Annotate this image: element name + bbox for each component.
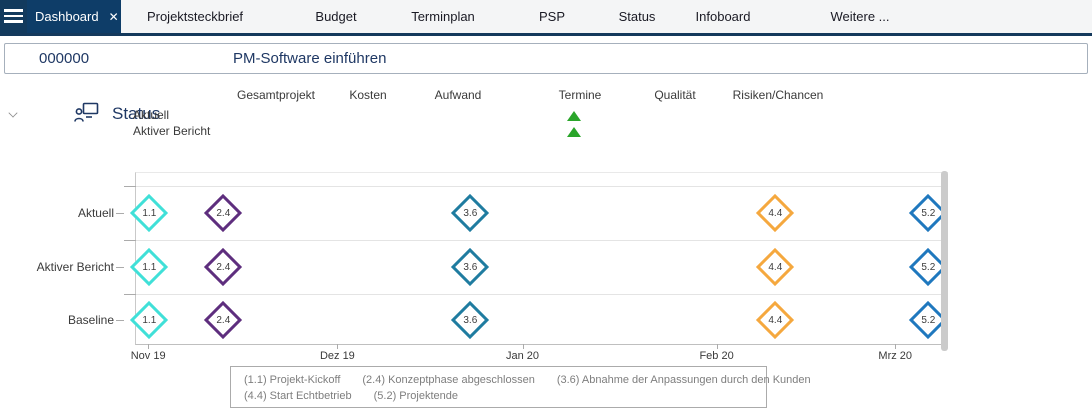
column-header-qualitaet: Qualität: [654, 88, 696, 102]
column-header-termine: Termine: [558, 88, 602, 102]
axis-tick: [124, 294, 136, 295]
tab-dashboard-label: Dashboard: [35, 9, 99, 24]
tab-weitere[interactable]: Weitere ...: [830, 9, 890, 24]
milestone-id: 2.4: [215, 261, 230, 273]
milestone-id: 4.4: [768, 207, 782, 219]
chart-row-label-baseline: Baseline: [67, 313, 114, 327]
x-axis-label: Nov 19: [130, 350, 166, 362]
chevron-down-icon[interactable]: [9, 109, 17, 117]
milestone-id: 5.2: [920, 261, 935, 273]
column-header-gesamtprojekt: Gesamtprojekt: [236, 88, 316, 102]
milestone-id: 3.6: [462, 261, 477, 273]
chart-vertical-scrollbar[interactable]: [941, 171, 948, 351]
milestone-marker[interactable]: 2.4: [203, 300, 242, 340]
x-axis-label: Mrz 20: [878, 350, 913, 362]
tab-infoboard[interactable]: Infoboard: [695, 9, 751, 24]
milestone-marker[interactable]: 3.6: [450, 300, 489, 340]
chart-row-label-aktiver-bericht: Aktiver Bericht: [36, 260, 114, 274]
status-section-icon: [74, 102, 99, 122]
x-axis-label: Jan 20: [505, 350, 540, 362]
close-icon[interactable]: ✕: [108, 9, 119, 24]
milestone-marker[interactable]: 2.4: [203, 247, 242, 287]
gridline: [136, 240, 948, 241]
milestone-marker[interactable]: 1.1: [129, 193, 169, 233]
hamburger-menu-icon[interactable]: [4, 9, 23, 24]
legend-item: (5.2) Projektende: [373, 390, 458, 402]
milestone-marker[interactable]: 1.1: [129, 300, 169, 340]
milestone-marker[interactable]: 4.4: [755, 193, 795, 233]
chart-legend: (1.1) Projekt-Kickoff (2.4) Konzeptphase…: [230, 366, 811, 408]
gridline: [136, 294, 948, 295]
project-header: 000000 PM-Software einführen: [4, 43, 1088, 74]
section-title-status: Status: [112, 104, 161, 123]
milestone-id: 1.1: [142, 314, 156, 326]
axis-tick: [124, 240, 136, 241]
tab-budget[interactable]: Budget: [315, 9, 357, 24]
milestone-marker[interactable]: 2.4: [203, 193, 242, 233]
column-header-kosten: Kosten: [349, 88, 387, 102]
x-axis-tick: [148, 344, 150, 349]
tab-psp[interactable]: PSP: [538, 9, 566, 24]
column-header-risiken-chancen: Risiken/Chancen: [732, 88, 824, 102]
project-title: PM-Software einführen: [233, 50, 387, 67]
project-id: 000000: [39, 50, 90, 67]
tab-projektsteckbrief[interactable]: Projektsteckbrief: [146, 9, 244, 24]
status-row-label-aktiver-bericht: Aktiver Bericht: [133, 124, 211, 138]
column-header-aufwand: Aufwand: [434, 88, 482, 102]
milestone-marker[interactable]: 1.1: [129, 247, 169, 287]
status-row-label-aktuell: Aktuell: [133, 108, 170, 122]
tab-terminplan[interactable]: Terminplan: [411, 9, 475, 24]
legend-item: (2.4) Konzeptphase abgeschlossen: [362, 374, 535, 386]
gridline: [136, 186, 948, 187]
x-axis-label: Feb 20: [699, 350, 734, 362]
x-axis-tick: [522, 344, 524, 349]
legend-item: (3.6) Abnahme der Anpassungen durch den …: [556, 374, 811, 386]
milestone-id: 2.4: [215, 314, 230, 326]
legend-item: (4.4) Start Echtbetrieb: [244, 390, 352, 402]
milestone-id: 3.6: [462, 314, 477, 326]
chart-row-label-aktuell: Aktuell: [77, 206, 114, 220]
milestone-id: 5.2: [920, 207, 935, 219]
tab-status[interactable]: Status: [618, 9, 656, 24]
row-tick: [116, 213, 124, 214]
x-axis-tick: [716, 344, 718, 349]
milestone-chart: Aktuell Aktiver Bericht Baseline 1.1 2.4…: [37, 172, 948, 362]
milestone-id: 4.4: [768, 261, 782, 273]
x-axis-tick: [337, 344, 339, 349]
x-axis-tick: [895, 344, 897, 349]
axis-tick: [124, 186, 136, 187]
milestone-marker[interactable]: 3.6: [450, 247, 489, 287]
milestone-id: 3.6: [462, 207, 477, 219]
x-axis-label: Dez 19: [319, 350, 355, 362]
milestone-marker[interactable]: 4.4: [755, 300, 795, 340]
milestone-marker[interactable]: 3.6: [450, 193, 489, 233]
milestone-id: 4.4: [768, 314, 782, 326]
nav-menu-area: [0, 0, 27, 33]
milestone-marker[interactable]: 4.4: [755, 247, 795, 287]
trend-up-icon: [567, 127, 581, 137]
milestone-id: 5.2: [920, 314, 935, 326]
milestone-id: 1.1: [142, 261, 156, 273]
row-tick: [116, 267, 124, 268]
legend-item: (1.1) Projekt-Kickoff: [244, 374, 341, 386]
milestone-id: 1.1: [142, 207, 156, 219]
row-tick: [116, 320, 124, 321]
milestone-id: 2.4: [215, 207, 230, 219]
tab-dashboard[interactable]: Dashboard ✕: [27, 0, 121, 33]
trend-up-icon: [567, 111, 581, 121]
top-tab-bar: Dashboard ✕ Projektsteckbrief Budget Ter…: [0, 0, 1092, 36]
